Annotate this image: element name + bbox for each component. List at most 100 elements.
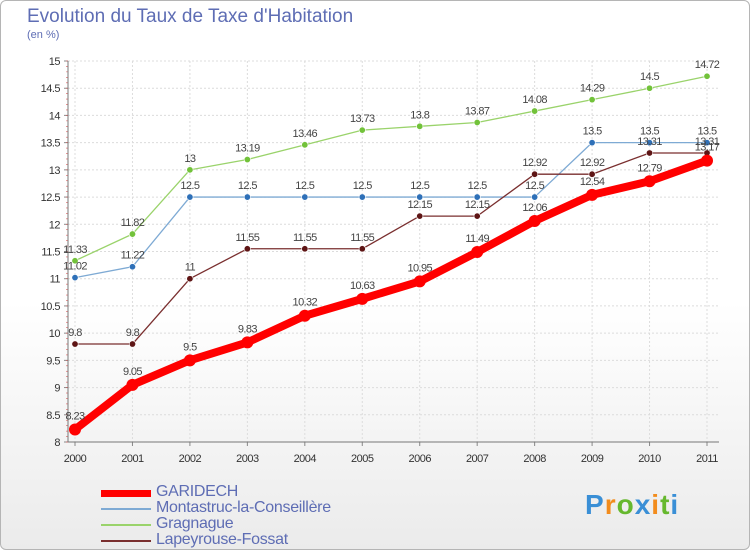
data-point-lapeyrouse-fossat bbox=[588, 170, 596, 178]
logo-letter: t bbox=[660, 489, 671, 520]
logo-letter: r bbox=[604, 489, 617, 520]
data-label-montastruc-la-conseillere: 12.5 bbox=[238, 180, 257, 192]
data-point-montastruc-la-conseillere bbox=[416, 193, 424, 201]
data-label-gragnague: 13.8 bbox=[410, 109, 429, 121]
data-point-montastruc-la-conseillere bbox=[473, 193, 481, 201]
data-point-lapeyrouse-fossat bbox=[243, 245, 251, 253]
series-line-lapeyrouse-fossat bbox=[74, 152, 708, 345]
data-point-garidech bbox=[413, 275, 426, 288]
data-point-lapeyrouse-fossat bbox=[301, 245, 309, 253]
data-label-gragnague: 14.29 bbox=[580, 83, 605, 95]
data-point-lapeyrouse-fossat bbox=[531, 170, 539, 178]
data-label-montastruc-la-conseillere: 13.5 bbox=[583, 126, 602, 138]
data-point-gragnague bbox=[186, 166, 194, 174]
y-tick-label: 11 bbox=[50, 274, 61, 286]
data-point-lapeyrouse-fossat bbox=[473, 212, 481, 220]
legend-label: Lapeyrouse-Fossat bbox=[156, 531, 288, 548]
y-tick-label: 12 bbox=[49, 219, 61, 231]
data-point-montastruc-la-conseillere bbox=[128, 263, 136, 271]
series-line-garidech bbox=[71, 156, 711, 434]
data-label-garidech: 13.17 bbox=[695, 142, 720, 154]
data-label-gragnague: 11.33 bbox=[63, 244, 87, 256]
data-label-gragnague: 14.08 bbox=[522, 94, 547, 106]
data-point-montastruc-la-conseillere bbox=[646, 139, 654, 147]
data-point-lapeyrouse-fossat bbox=[128, 340, 136, 348]
data-point-montastruc-la-conseillere bbox=[243, 193, 251, 201]
data-label-montastruc-la-conseillere: 12.5 bbox=[525, 180, 544, 192]
proxiti-logo: Proxiti bbox=[585, 489, 679, 521]
legend-swatch bbox=[101, 524, 151, 526]
y-tick-label: 14.5 bbox=[41, 83, 61, 95]
data-point-garidech bbox=[643, 175, 656, 188]
legend-swatch bbox=[101, 540, 151, 542]
data-label-lapeyrouse-fossat: 11.55 bbox=[350, 232, 374, 244]
legend-label: Gragnague bbox=[156, 515, 234, 532]
data-point-lapeyrouse-fossat bbox=[186, 275, 194, 283]
data-label-lapeyrouse-fossat: 9.8 bbox=[68, 327, 82, 339]
x-tick-label: 2005 bbox=[351, 453, 374, 465]
data-label-gragnague: 13.87 bbox=[465, 106, 490, 118]
y-tick-label: 9.5 bbox=[46, 355, 60, 367]
data-label-garidech: 11.49 bbox=[465, 233, 489, 245]
data-point-lapeyrouse-fossat bbox=[358, 245, 366, 253]
data-point-garidech bbox=[586, 188, 599, 201]
data-point-lapeyrouse-fossat bbox=[416, 212, 424, 220]
x-tick-label: 2007 bbox=[466, 453, 489, 465]
data-point-montastruc-la-conseillere bbox=[588, 139, 596, 147]
x-tick-label: 2004 bbox=[294, 453, 317, 465]
x-tick-label: 2002 bbox=[179, 453, 202, 465]
data-point-gragnague bbox=[243, 156, 251, 164]
data-label-garidech: 9.83 bbox=[238, 323, 257, 335]
data-label-lapeyrouse-fossat: 13.31 bbox=[637, 136, 662, 148]
data-point-garidech bbox=[298, 309, 311, 322]
x-tick-label: 2003 bbox=[236, 453, 259, 465]
logo-letter: i bbox=[651, 489, 661, 520]
data-point-gragnague bbox=[531, 107, 539, 115]
data-label-garidech: 10.95 bbox=[407, 262, 432, 274]
data-label-gragnague: 11.82 bbox=[121, 217, 145, 229]
data-point-montastruc-la-conseillere bbox=[301, 193, 309, 201]
data-label-montastruc-la-conseillere: 12.5 bbox=[410, 180, 429, 192]
data-point-montastruc-la-conseillere bbox=[186, 193, 194, 201]
chart-subtitle: (en %) bbox=[27, 29, 60, 41]
data-point-gragnague bbox=[588, 96, 596, 104]
y-tick-label: 11.5 bbox=[41, 247, 60, 259]
logo-letter: o bbox=[616, 489, 635, 520]
data-label-montastruc-la-conseillere: 12.5 bbox=[468, 180, 487, 192]
data-label-garidech: 12.54 bbox=[580, 176, 605, 188]
series-line-montastruc-la-conseillere bbox=[74, 141, 708, 279]
data-label-lapeyrouse-fossat: 11 bbox=[185, 262, 196, 274]
x-tick-label: 2001 bbox=[121, 453, 144, 465]
data-point-garidech bbox=[356, 292, 369, 305]
data-point-garidech bbox=[701, 154, 713, 167]
legend-swatch bbox=[101, 490, 151, 497]
data-point-montastruc-la-conseillere bbox=[531, 193, 539, 201]
data-label-lapeyrouse-fossat: 12.92 bbox=[580, 157, 605, 169]
legend-label: Montastruc-la-Conseillère bbox=[156, 499, 331, 516]
data-point-garidech bbox=[183, 354, 196, 367]
data-label-garidech: 10.63 bbox=[350, 280, 375, 292]
data-point-lapeyrouse-fossat bbox=[646, 149, 654, 157]
data-label-lapeyrouse-fossat: 12.15 bbox=[407, 199, 432, 211]
data-label-montastruc-la-conseillere: 13.5 bbox=[697, 126, 716, 138]
data-label-garidech: 8.23 bbox=[65, 410, 84, 422]
data-point-gragnague bbox=[703, 72, 711, 80]
data-point-garidech bbox=[126, 378, 139, 391]
data-point-garidech bbox=[69, 423, 81, 436]
x-tick-label: 2011 bbox=[696, 453, 718, 465]
x-tick-label: 2009 bbox=[581, 453, 604, 465]
data-label-gragnague: 14.72 bbox=[695, 59, 720, 71]
y-tick-label: 8.5 bbox=[46, 410, 60, 422]
y-tick-label: 14 bbox=[49, 110, 61, 122]
logo-letter: i bbox=[670, 489, 680, 520]
y-tick-label: 9 bbox=[54, 383, 60, 395]
data-label-gragnague: 13.46 bbox=[293, 128, 318, 140]
data-point-gragnague bbox=[646, 84, 654, 92]
data-label-gragnague: 13 bbox=[184, 153, 196, 165]
data-label-gragnague: 13.19 bbox=[235, 143, 260, 155]
legend-label: GARIDECH bbox=[156, 483, 239, 500]
data-label-lapeyrouse-fossat: 11.55 bbox=[236, 232, 260, 244]
data-label-montastruc-la-conseillere: 11.22 bbox=[121, 250, 145, 262]
data-label-lapeyrouse-fossat: 12.92 bbox=[522, 157, 547, 169]
